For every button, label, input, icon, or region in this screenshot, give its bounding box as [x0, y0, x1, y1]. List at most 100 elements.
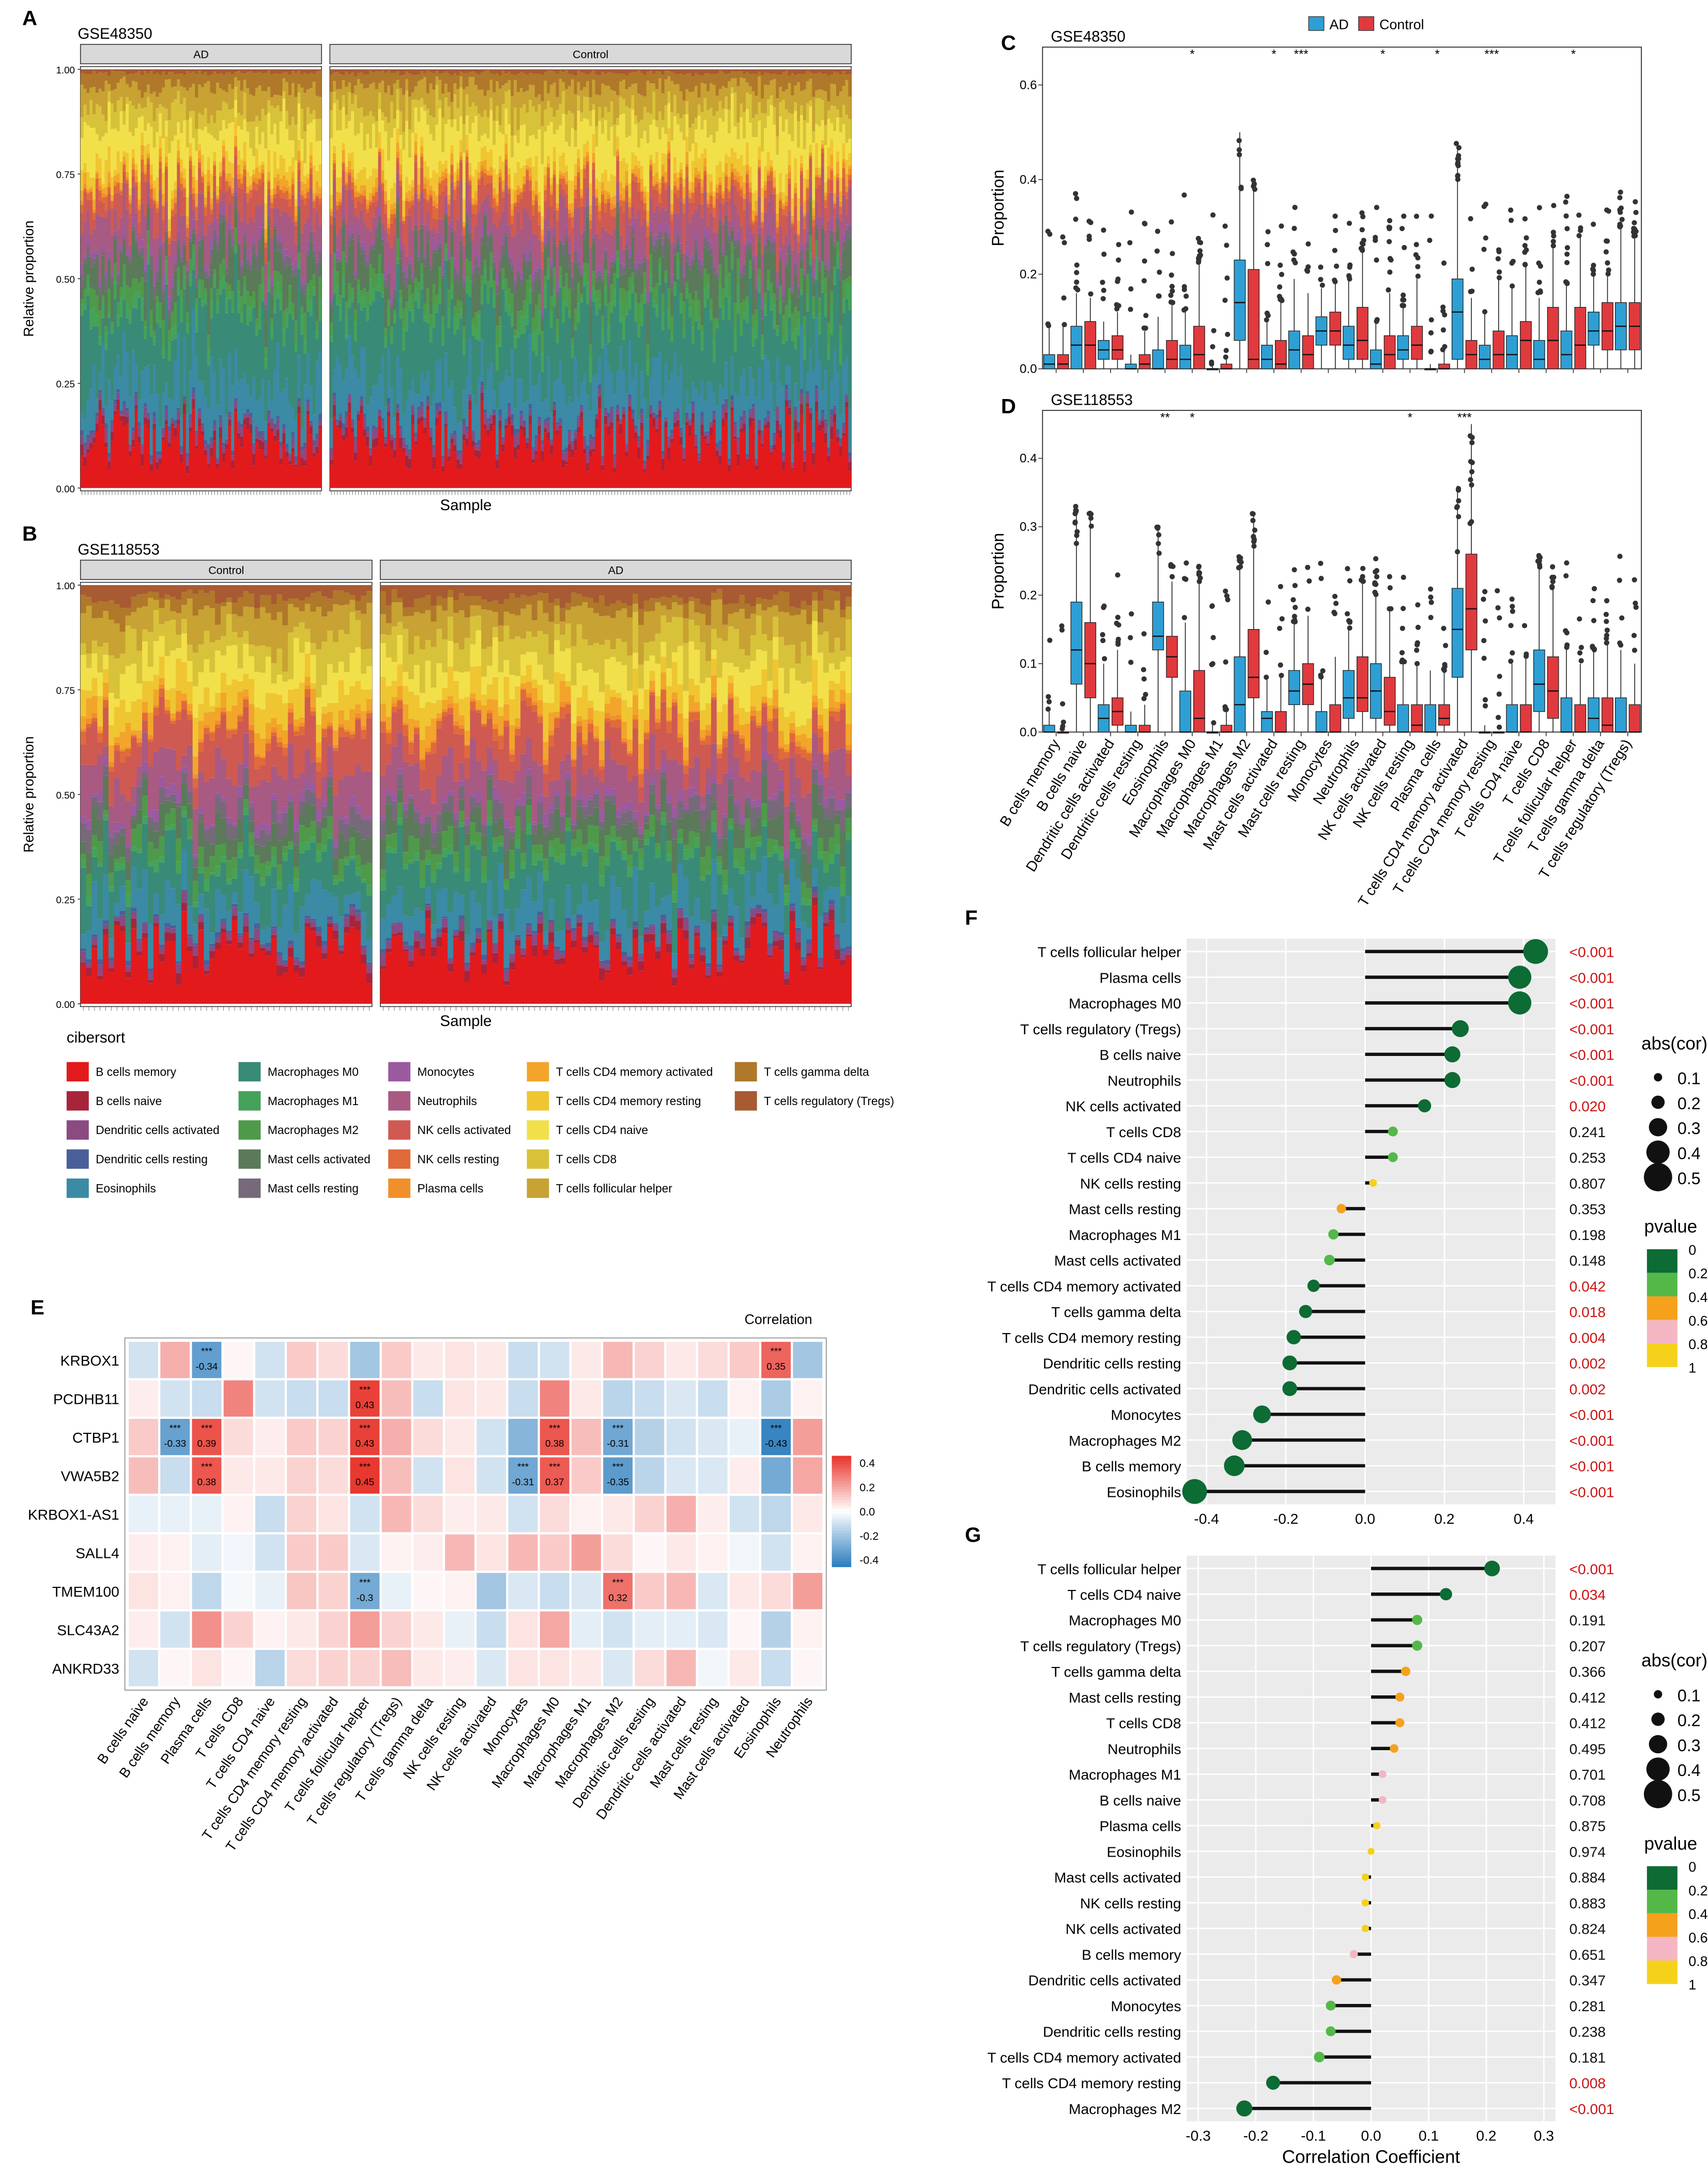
stacked-bar-segment [565, 141, 568, 165]
stacked-bar-segment [580, 69, 583, 73]
stacked-bar-segment [544, 201, 547, 219]
stacked-bar-segment [589, 220, 593, 228]
stacked-bar-segment [378, 132, 381, 148]
stacked-bar-segment [589, 183, 593, 206]
stacked-bar-segment [162, 427, 165, 430]
stacked-bar-segment [601, 133, 605, 173]
stacked-bar-segment [288, 257, 292, 265]
stacked-bar-segment [246, 325, 250, 384]
stacked-bar-segment [390, 69, 394, 73]
stacked-bar-segment [122, 401, 126, 406]
stacked-bar-segment [712, 318, 716, 341]
stacked-bar-segment [694, 437, 698, 447]
stacked-bar-segment [152, 274, 156, 286]
stacked-bar-segment [164, 162, 168, 166]
stacked-bar-segment [366, 115, 370, 134]
stacked-bar-segment [351, 233, 355, 240]
stacked-bar-segment [149, 461, 153, 464]
stacked-bar-segment [357, 377, 361, 411]
stacked-bar-segment [111, 401, 114, 420]
stacked-bar-segment [670, 71, 674, 81]
stacked-bar-segment [152, 204, 156, 239]
stacked-bar-segment [297, 84, 301, 93]
stacked-bar-segment [414, 142, 418, 153]
stacked-bar-segment [514, 135, 517, 173]
stacked-bar-segment [171, 340, 174, 401]
stacked-bar-segment [514, 69, 517, 75]
stacked-bar-segment [571, 403, 575, 441]
stacked-bar-segment [351, 69, 355, 73]
stacked-bar-segment [480, 135, 484, 148]
stacked-bar-segment [544, 109, 547, 132]
stacked-bar-segment [670, 337, 674, 343]
stacked-bar-segment [164, 405, 168, 409]
stacked-bar-segment [219, 213, 223, 223]
stacked-bar-segment [712, 410, 716, 414]
stacked-bar-segment [459, 156, 463, 160]
stacked-bar-segment [306, 353, 310, 400]
stacked-bar-segment [116, 182, 120, 193]
stacked-bar-segment [664, 134, 668, 155]
stacked-bar-segment [592, 195, 595, 236]
stacked-bar-segment [282, 78, 286, 91]
stacked-bar-segment [670, 221, 674, 243]
stacked-bar-segment [537, 435, 541, 488]
stacked-bar-segment [408, 296, 412, 311]
stacked-bar-segment [423, 251, 427, 258]
stacked-bar-segment [291, 69, 295, 71]
stacked-bar-segment [622, 288, 626, 318]
stacked-bar-segment [381, 430, 384, 488]
stacked-bar-segment [456, 89, 460, 109]
stacked-bar-segment [83, 184, 87, 189]
stacked-bar-segment [688, 192, 692, 198]
stacked-bar-segment [423, 316, 427, 321]
stacked-bar-segment [276, 242, 280, 251]
stacked-bar-segment [353, 452, 358, 461]
stacked-bar-segment [478, 458, 481, 488]
stacked-bar-segment [104, 271, 108, 279]
stacked-bar-segment [522, 424, 526, 427]
stacked-bar-segment [345, 115, 348, 129]
stacked-bar-segment [622, 188, 626, 199]
stacked-bar-segment [544, 175, 547, 185]
stacked-bar-segment [664, 105, 668, 134]
stacked-bar-segment [601, 279, 605, 282]
stacked-bar-segment [688, 269, 692, 294]
stacked-bar-segment [390, 137, 394, 188]
stacked-bar-segment [541, 126, 544, 164]
stacked-bar-segment [177, 187, 180, 232]
stacked-bar-segment [664, 223, 668, 232]
stacked-bar-segment [547, 70, 550, 94]
stacked-bar-segment [480, 392, 484, 401]
stacked-bar-segment [592, 449, 595, 453]
stacked-bar-segment [276, 343, 280, 416]
stacked-bar-segment [95, 399, 99, 412]
stacked-bar-segment [89, 449, 93, 488]
stacked-bar-segment [667, 71, 671, 76]
stacked-bar-segment [240, 274, 244, 297]
stacked-bar-segment [511, 264, 514, 272]
stacked-bar-segment [532, 190, 535, 200]
stacked-bar-segment [159, 189, 162, 235]
stacked-bar-segment [399, 428, 403, 438]
stacked-bar-segment [119, 421, 123, 488]
stacked-bar-segment [122, 241, 126, 265]
stacked-bar-segment [294, 351, 298, 419]
stacked-bar-segment [462, 391, 466, 419]
stacked-bar-segment [649, 231, 653, 236]
stacked-bar-segment [725, 256, 728, 279]
stacked-bar-segment [706, 200, 710, 204]
stacked-bar-segment [270, 74, 274, 98]
stacked-bar-segment [532, 69, 535, 73]
stacked-bar-segment [83, 188, 87, 192]
stacked-bar-segment [378, 291, 381, 375]
stacked-bar-segment [167, 442, 172, 448]
stacked-bar-segment [501, 268, 505, 281]
stacked-bar-segment [411, 229, 414, 270]
stacked-bar-segment [267, 412, 271, 423]
stacked-bar-segment [174, 263, 177, 271]
stacked-bar-segment [532, 351, 535, 387]
stacked-bar-segment [144, 417, 147, 424]
stacked-bar-segment [342, 380, 345, 423]
stacked-bar-segment [544, 72, 547, 81]
